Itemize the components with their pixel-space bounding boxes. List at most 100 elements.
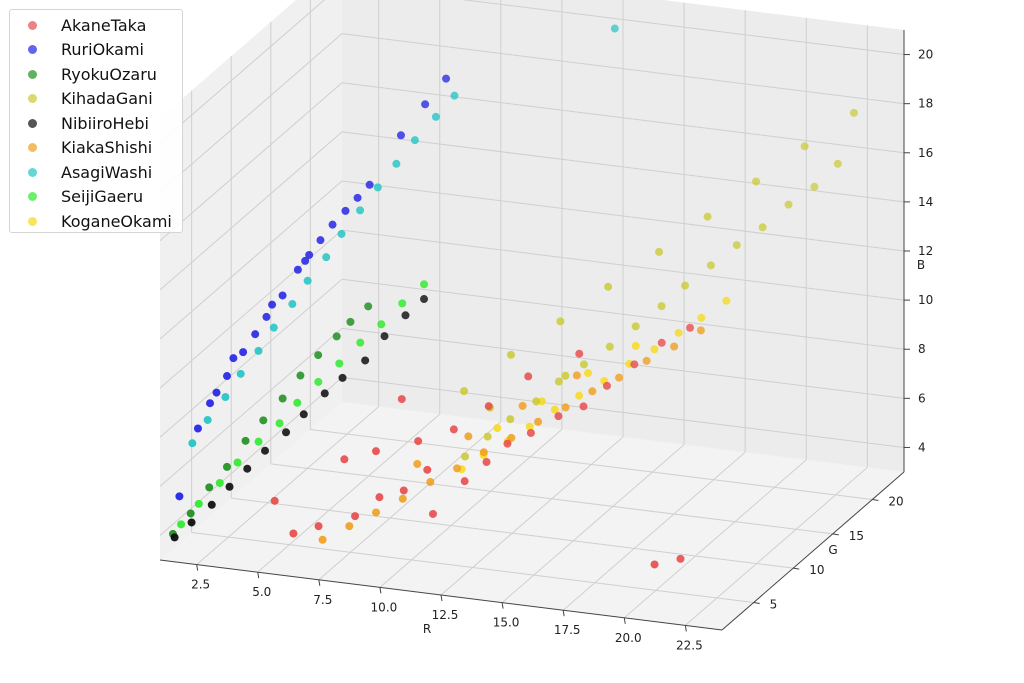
point-ryokuozaru — [186, 509, 195, 518]
point-ruriokami — [316, 236, 325, 245]
point-nibiirohebi — [207, 500, 216, 509]
point-asagiwashi — [221, 393, 230, 402]
point-ruriokami — [262, 312, 271, 321]
point-ruriokami — [278, 291, 287, 300]
z-gridline — [159, 131, 343, 291]
point-ryokuozaru — [241, 436, 250, 445]
x-tick-mark — [196, 564, 199, 571]
legend-item-ryokuozaru: RyokuOzaru — [10, 62, 182, 87]
point-nibiirohebi — [299, 410, 308, 419]
point-nibiirohebi — [225, 482, 234, 491]
point-ruriokami — [212, 388, 221, 397]
point-akanetaka — [351, 512, 360, 521]
x-tick-label: 17.5 — [554, 623, 581, 637]
point-kihadagani — [605, 342, 614, 351]
point-koganeokami — [697, 313, 706, 322]
y-tick-label: 20 — [888, 494, 903, 508]
point-nibiirohebi — [380, 332, 389, 341]
point-kihadagani — [655, 247, 664, 256]
point-kihadagani — [849, 108, 858, 117]
point-ruriokami — [305, 250, 314, 259]
point-asagiwashi — [288, 300, 297, 309]
point-nibiirohebi — [261, 446, 270, 455]
point-nibiirohebi — [420, 295, 429, 304]
legend-marker — [28, 143, 37, 153]
legend-marker — [28, 192, 37, 202]
point-asagiwashi — [610, 24, 619, 33]
point-kihadagani — [460, 387, 469, 396]
z-gridline — [341, 327, 905, 399]
point-ruriokami — [223, 372, 231, 381]
x-tick-label: 20.0 — [615, 631, 642, 645]
point-akanetaka — [428, 509, 437, 518]
point-kihadagani — [579, 360, 588, 369]
x-gridline — [440, 436, 624, 596]
x-tick-mark — [318, 579, 321, 586]
point-kihadagani — [703, 212, 712, 221]
point-kiakashishi — [413, 459, 422, 468]
point-ruriokami — [268, 300, 277, 309]
point-nibiirohebi — [170, 533, 179, 542]
x-gridline — [623, 459, 807, 619]
legend-label: SeijiGaeru — [61, 187, 144, 207]
point-asagiwashi — [322, 253, 331, 262]
point-nibiirohebi — [338, 373, 347, 382]
legend-item-ruriokami: RuriOkami — [10, 38, 182, 63]
point-kiakashishi — [588, 387, 597, 396]
point-asagiwashi — [236, 369, 245, 378]
point-ruriokami — [206, 399, 215, 408]
point-kihadagani — [784, 200, 793, 209]
data-points — [168, 24, 858, 569]
point-kiakashishi — [464, 432, 473, 441]
point-kiakashishi — [670, 342, 679, 351]
point-akanetaka — [503, 439, 512, 448]
y-gridline — [191, 532, 754, 604]
legend-item-kihadagani: KihadaGani — [10, 87, 182, 112]
point-ruriokami — [301, 256, 310, 265]
point-akanetaka — [686, 323, 695, 332]
point-koganeokami — [525, 422, 534, 431]
point-nibiirohebi — [361, 356, 370, 365]
point-asagiwashi — [337, 229, 346, 238]
point-seijigaeru — [177, 520, 186, 529]
point-kiakashishi — [561, 403, 570, 412]
point-akanetaka — [526, 428, 535, 437]
z-tick-label: 16 — [918, 146, 933, 160]
z-gridline — [159, 327, 343, 487]
legend-label: NibiiroHebi — [61, 113, 149, 133]
y-tick-label: 15 — [849, 529, 864, 543]
point-kiakashishi — [518, 401, 527, 410]
point-kihadagani — [554, 377, 563, 386]
y-tick-label: 5 — [770, 598, 778, 612]
y-tick-mark — [793, 567, 800, 570]
point-kiakashishi — [696, 326, 705, 335]
point-ruriokami — [442, 74, 451, 83]
point-akanetaka — [449, 425, 458, 434]
point-kihadagani — [631, 322, 640, 331]
x-gridline — [318, 421, 502, 581]
point-kihadagani — [657, 302, 666, 311]
z-gridline — [159, 278, 343, 438]
point-akanetaka — [371, 447, 380, 456]
z-gridline — [341, 180, 905, 252]
point-nibiirohebi — [243, 464, 252, 473]
point-akanetaka — [314, 522, 323, 531]
legend-marker — [28, 216, 37, 226]
legend-label: RuriOkami — [61, 40, 144, 60]
point-koganeokami — [650, 345, 659, 354]
point-seijigaeru — [233, 458, 242, 467]
point-asagiwashi — [373, 183, 382, 192]
z-gridline — [341, 131, 905, 203]
x-tick-mark — [562, 610, 565, 617]
x-gridline — [379, 429, 563, 588]
point-kiakashishi — [398, 494, 407, 503]
point-asagiwashi — [188, 439, 197, 448]
z-gridline — [159, 33, 343, 193]
point-seijigaeru — [314, 377, 323, 386]
point-akanetaka — [399, 486, 408, 495]
point-ruriokami — [353, 193, 362, 202]
legend-item-seijigaeru: SeijiGaeru — [10, 185, 182, 210]
point-seijigaeru — [215, 478, 224, 487]
point-akanetaka — [397, 395, 406, 404]
z-tick-label: 10 — [918, 293, 933, 307]
